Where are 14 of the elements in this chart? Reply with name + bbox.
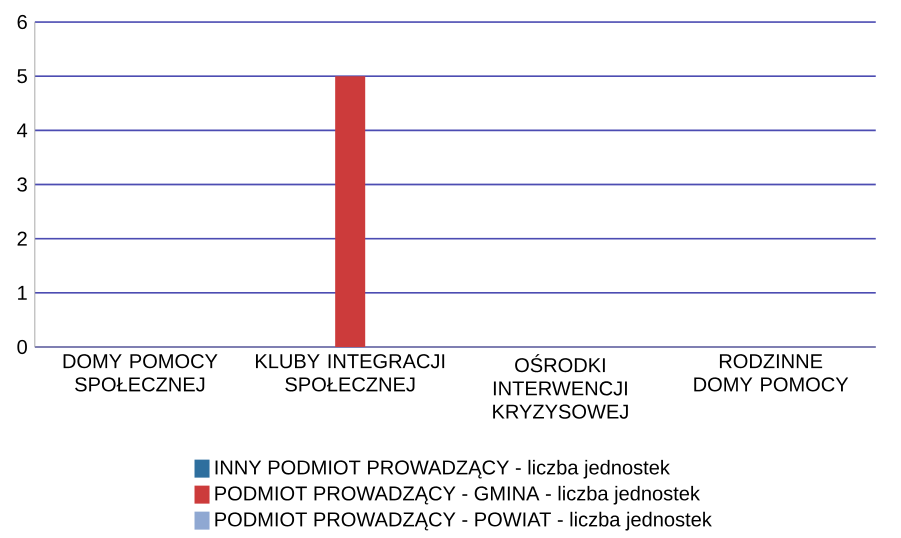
legend-label: PODMIOT PROWADZĄCY - GMINA - liczba jednostek: [215, 486, 700, 505]
x-tick-label: OŚRODKI INTERWENCJI KRYZYSOWEJ: [493, 354, 628, 419]
y-tick-label: 4: [17, 124, 28, 138]
legend-label: INNY PODMIOT PROWADZĄCY - liczba jednostek: [216, 460, 670, 479]
y-tick-label: 3: [17, 178, 27, 192]
legend-label: PODMIOT PROWADZĄCY - POWIAT - liczba jednostek: [215, 512, 712, 531]
y-tick-label: 6: [18, 15, 27, 30]
y-tick-label: 1: [18, 286, 27, 300]
x-tick-label: KLUBY INTEGRACJI SPOŁECZNEJ: [256, 354, 444, 392]
x-tick-label: RODZINNE DOMY POMOCY: [694, 354, 848, 392]
y-tick-label: 5: [17, 69, 27, 84]
y-tick-label: 0: [17, 340, 27, 354]
x-tick-label: DOMY POMOCY SPOŁECZNEJ: [64, 354, 218, 392]
y-tick-label: 2: [18, 232, 27, 246]
